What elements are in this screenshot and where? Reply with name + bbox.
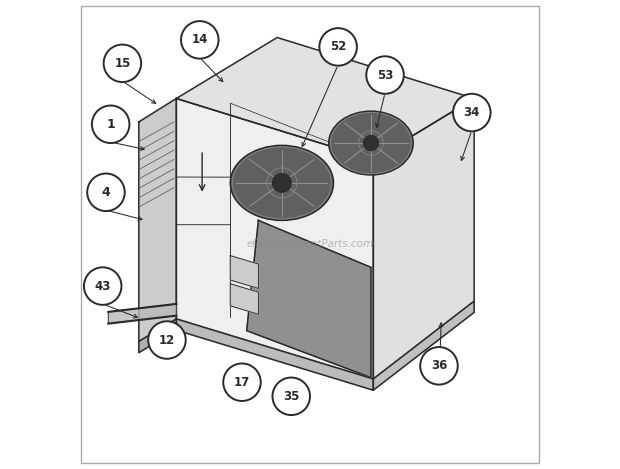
Polygon shape — [247, 220, 371, 378]
Circle shape — [272, 174, 291, 192]
Text: eReplacementParts.com: eReplacementParts.com — [246, 239, 374, 249]
Polygon shape — [230, 284, 259, 314]
Circle shape — [148, 321, 186, 359]
Circle shape — [363, 136, 378, 151]
Polygon shape — [230, 256, 259, 288]
Circle shape — [181, 21, 218, 59]
Text: 17: 17 — [234, 376, 250, 389]
Circle shape — [272, 378, 310, 415]
Polygon shape — [139, 98, 176, 341]
Ellipse shape — [230, 145, 334, 220]
Polygon shape — [108, 304, 176, 324]
Circle shape — [366, 56, 404, 94]
Circle shape — [319, 28, 357, 66]
Text: 14: 14 — [192, 33, 208, 46]
Text: 4: 4 — [102, 186, 110, 199]
Polygon shape — [139, 319, 176, 353]
Text: 15: 15 — [114, 57, 131, 70]
Circle shape — [453, 94, 490, 131]
Ellipse shape — [329, 111, 413, 175]
Text: 36: 36 — [431, 359, 447, 372]
Circle shape — [92, 106, 130, 143]
Text: 34: 34 — [464, 106, 480, 119]
Circle shape — [223, 363, 261, 401]
Polygon shape — [176, 98, 373, 379]
Text: 43: 43 — [94, 280, 111, 293]
Polygon shape — [373, 301, 474, 390]
Polygon shape — [176, 38, 474, 159]
Circle shape — [84, 267, 122, 305]
Text: 53: 53 — [377, 68, 393, 82]
Circle shape — [87, 174, 125, 211]
Text: 1: 1 — [106, 118, 115, 131]
Circle shape — [420, 347, 458, 385]
Text: 52: 52 — [330, 40, 347, 53]
Text: 35: 35 — [283, 390, 299, 403]
Polygon shape — [373, 98, 474, 379]
Polygon shape — [176, 319, 373, 390]
Text: 12: 12 — [159, 333, 175, 347]
Circle shape — [104, 45, 141, 82]
